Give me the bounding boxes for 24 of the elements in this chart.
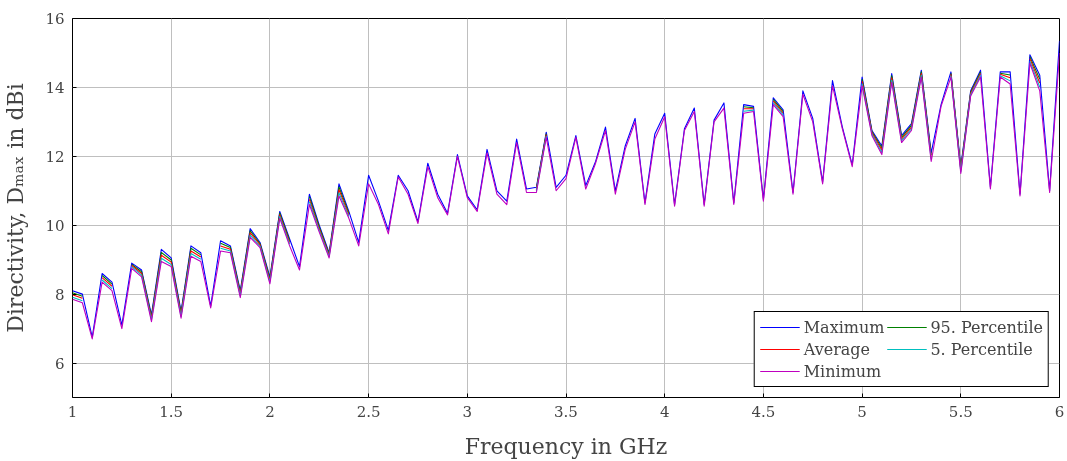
- y-axis-title: Directivity, Dₘₐₓ in dBi: [3, 83, 29, 333]
- x-tick-label: 5: [857, 402, 867, 421]
- legend-label: Maximum: [803, 317, 885, 337]
- y-tick-label: 14: [45, 78, 65, 97]
- legend-label: 95. Percentile: [930, 317, 1043, 337]
- legend-label: Average: [803, 339, 871, 359]
- legend-label: Minimum: [803, 361, 882, 381]
- legend-label: 5. Percentile: [930, 339, 1033, 359]
- x-tick-label: 1: [67, 402, 78, 421]
- x-axis-title: Frequency in GHz: [464, 433, 668, 459]
- y-tick-label: 8: [54, 285, 65, 304]
- x-tick-label: 2: [265, 402, 275, 421]
- y-tick-label: 12: [45, 147, 65, 166]
- x-tick-label: 3.5: [554, 402, 578, 421]
- y-tick-label: 10: [45, 216, 65, 235]
- y-tick-label: 6: [54, 354, 65, 373]
- x-tick-label: 2.5: [356, 402, 381, 421]
- x-tick-label: 4: [659, 402, 670, 421]
- x-tick-label: 4.5: [751, 402, 776, 421]
- x-tick-label: 1.5: [159, 402, 184, 421]
- y-tick-label: 16: [45, 10, 65, 28]
- x-tick-label: 3: [462, 402, 473, 421]
- x-tick-label: 6: [1054, 402, 1065, 421]
- x-tick-label: 5.5: [948, 402, 973, 421]
